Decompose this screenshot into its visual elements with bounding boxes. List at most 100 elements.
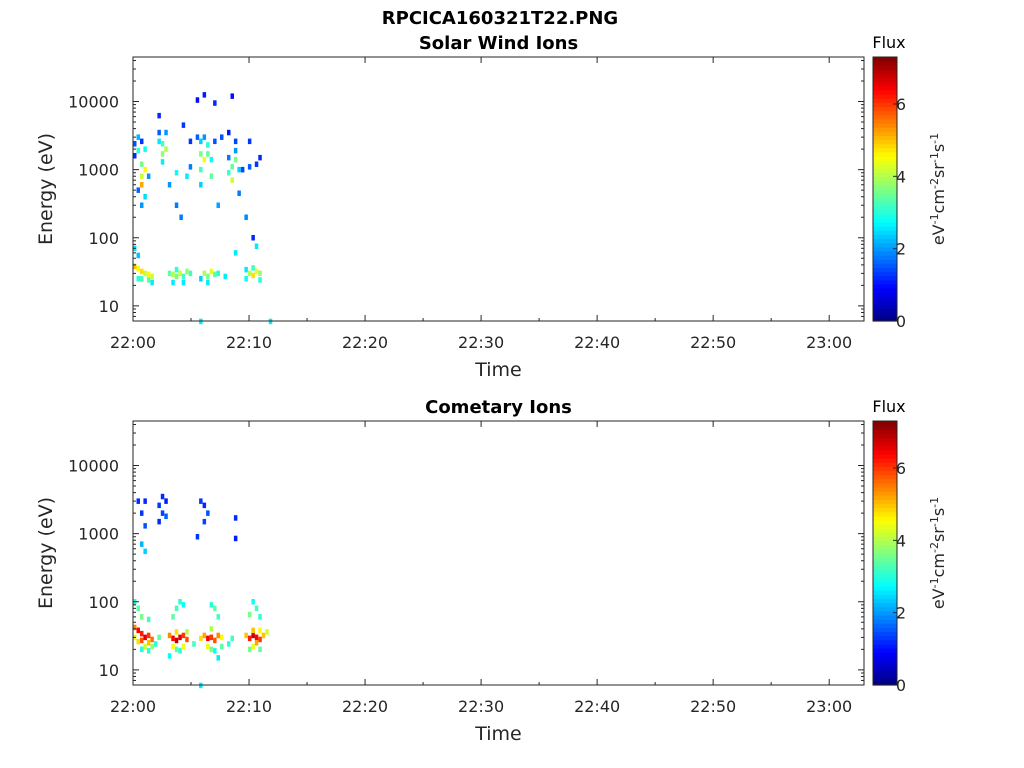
colorbar-segment	[873, 561, 897, 566]
plot-frame	[132, 420, 865, 686]
heatmap-cell	[157, 518, 161, 525]
heatmap-cell	[178, 270, 182, 277]
colorbar-segment	[873, 151, 897, 157]
colorbar-segment	[873, 474, 897, 480]
heatmap-cell	[202, 632, 207, 639]
heatmap-cell	[258, 277, 262, 283]
heatmap-cell	[216, 202, 220, 208]
plot-area	[133, 421, 864, 685]
x-tick-label: 22:40	[574, 697, 620, 716]
colorbar-segment	[873, 205, 897, 211]
colorbar-tick-label: 2	[896, 604, 906, 623]
heatmap-cell	[157, 138, 161, 145]
heatmap-cell	[206, 151, 210, 157]
colorbar-segment	[873, 288, 897, 293]
plot-area	[133, 57, 864, 321]
heatmap-cell	[206, 142, 210, 148]
colorbar-segment	[873, 102, 897, 108]
colorbar-segment	[873, 292, 897, 297]
heatmap-cell	[254, 161, 259, 167]
colorbar-segment	[873, 176, 897, 182]
heatmap-cell	[174, 646, 179, 653]
heatmap-cell	[188, 270, 193, 277]
colorbar-segment	[873, 61, 897, 66]
colorbar-segment	[873, 503, 897, 509]
colorbar-segment	[873, 627, 897, 632]
colorbar-segment	[873, 263, 897, 268]
heatmap-cell	[202, 270, 207, 277]
heatmap-cell	[251, 643, 255, 650]
x-tick-label: 22:50	[690, 333, 736, 352]
heatmap-cell	[251, 272, 255, 279]
heatmap-cell	[171, 279, 175, 286]
colorbar-segment	[873, 246, 897, 252]
colorbar-segment	[873, 528, 897, 533]
colorbar-segment	[873, 425, 897, 430]
heatmap-cell	[199, 138, 203, 145]
colorbar-segment	[873, 300, 897, 306]
heatmap-cell	[178, 599, 182, 605]
heatmap-cell	[247, 164, 252, 170]
colorbar-segment	[873, 610, 897, 616]
colorbar-segment	[873, 507, 897, 513]
x-tick-label: 22:10	[226, 333, 272, 352]
colorbar-segment	[873, 172, 897, 178]
colorbar-segment	[873, 544, 897, 550]
heatmap-cell	[171, 614, 175, 620]
heatmap-cell	[216, 655, 220, 661]
x-tick-label: 22:30	[458, 333, 504, 352]
heatmap-cell	[178, 634, 182, 641]
colorbar-segment	[873, 69, 897, 75]
colorbar-segment	[873, 676, 897, 682]
colorbar-segment	[873, 631, 897, 637]
heatmap-cell	[150, 279, 154, 286]
x-tick-label: 22:10	[226, 697, 272, 716]
heatmap-cell	[247, 138, 252, 145]
colorbar-segment	[873, 234, 897, 240]
heatmap-cell	[181, 122, 186, 128]
heatmap-cell	[140, 173, 144, 179]
colorbar-segment	[873, 614, 897, 620]
colorbar-segment	[873, 164, 897, 169]
heatmap-cell	[213, 637, 217, 644]
heatmap-cell	[199, 151, 203, 157]
heatmap-cell	[206, 510, 210, 516]
heatmap-cell	[185, 268, 189, 275]
heatmap-cell	[244, 266, 248, 273]
heatmap-cell	[247, 635, 252, 642]
colorbar-segment	[873, 445, 897, 451]
heatmap-cell	[167, 270, 172, 277]
heatmap-cell	[140, 182, 144, 188]
colorbar-segment	[873, 590, 897, 595]
heatmap-cell	[174, 637, 179, 644]
colorbar-segment	[873, 259, 897, 264]
colorbar-segment	[873, 296, 897, 301]
heatmap-cell	[160, 151, 165, 157]
heatmap-cell	[213, 100, 217, 106]
colorbar-segment	[873, 647, 897, 653]
colorbar-segment	[873, 540, 897, 546]
colorbar-segment	[873, 222, 897, 227]
heatmap-cell	[254, 605, 259, 612]
heatmap-cell	[140, 268, 144, 275]
heatmap-cell	[140, 510, 144, 516]
heatmap-cell	[199, 276, 203, 282]
heatmap-cell	[146, 277, 151, 283]
colorbar-title: Flux	[872, 33, 905, 52]
x-tick-label: 22:50	[690, 697, 736, 716]
colorbar-segment	[873, 656, 897, 661]
colorbar-segment	[873, 548, 897, 554]
colorbar-segment	[873, 160, 897, 165]
colorbar-segment	[873, 491, 897, 496]
y-axis-label: Energy (eV)	[35, 497, 57, 609]
heatmap-cell	[202, 156, 207, 163]
heatmap-cell	[143, 523, 147, 529]
colorbar-segment	[873, 279, 897, 285]
heatmap-cell	[179, 214, 183, 220]
colorbar-label: eV-1cm-2sr-1s-1	[928, 133, 949, 245]
heatmap-cell	[244, 214, 248, 220]
colorbar-tick-label: 6	[896, 95, 906, 114]
heatmap-cell	[146, 173, 151, 179]
colorbar-segment	[873, 201, 897, 207]
heatmap-cell	[202, 92, 207, 98]
